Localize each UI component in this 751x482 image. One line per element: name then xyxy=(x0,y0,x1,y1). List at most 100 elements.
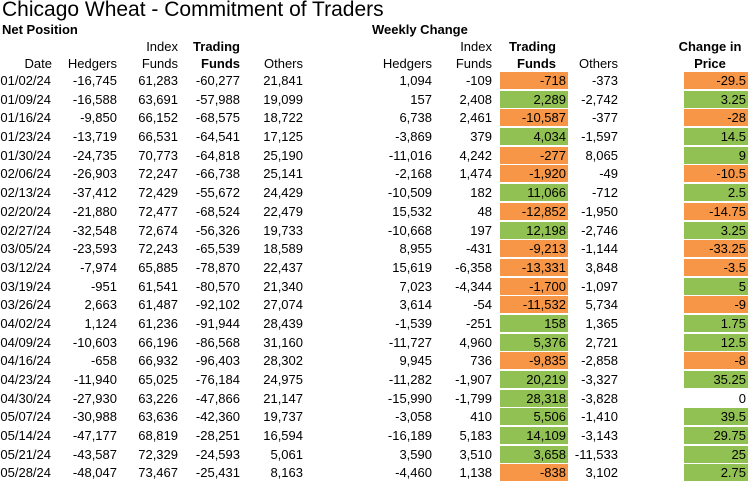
cell-weekly-others: 1,365 xyxy=(585,315,618,331)
cell-price-change: 0 xyxy=(738,390,746,406)
header-net-others: Others xyxy=(263,56,303,71)
cell-net-hedgers: -11,940 xyxy=(73,372,117,387)
cell-price-change: -28 xyxy=(684,109,748,127)
cell-net-others: 16,594 xyxy=(263,428,303,444)
table-row: 04/30/24 -27,930 63,226 -47,866 21,147 -15,99… xyxy=(0,389,751,408)
cell-weekly-index-funds: -54 xyxy=(473,297,492,313)
cell-weekly-others: -2,746 xyxy=(581,222,618,238)
cell-net-others: 31,160 xyxy=(263,334,303,350)
cell-weekly-trading-funds: 5,506 xyxy=(500,408,568,426)
cell-net-trading-funds: -55,672 xyxy=(195,185,240,201)
cell-net-trading-funds: -28,251 xyxy=(195,428,240,444)
cell-weekly-index-funds: 2,461 xyxy=(459,110,492,126)
cell-net-trading-funds: -64,818 xyxy=(195,147,240,163)
cell-weekly-index-funds: 379 xyxy=(470,129,492,145)
cell-net-index-funds: 72,477 xyxy=(138,203,178,219)
cell-net-hedgers: -30,988 xyxy=(72,409,117,425)
cell-weekly-index-funds: 4,960 xyxy=(459,334,492,350)
table-row: 04/02/24 1,124 61,236 -91,944 28,439 -1,539 -2… xyxy=(0,314,751,333)
cell-net-index-funds: 72,329 xyxy=(138,446,178,462)
cell-price-change: 29.75 xyxy=(684,427,748,445)
cell-weekly-index-funds: -1,799 xyxy=(455,390,492,406)
cell-weekly-others: -373 xyxy=(591,73,618,88)
cell-weekly-hedgers: 9,945 xyxy=(399,353,432,369)
cell-weekly-trading-funds: -277 xyxy=(500,146,568,164)
cell-date: 04/02/24 xyxy=(0,315,51,331)
cell-net-others: 21,841 xyxy=(263,73,303,88)
cell-weekly-hedgers: -10,668 xyxy=(387,222,432,238)
cell-price-change: -14.75 xyxy=(684,202,748,220)
cell-date: 03/05/24 xyxy=(0,241,51,257)
cell-net-others: 28,302 xyxy=(263,353,303,369)
cell-net-others: 22,437 xyxy=(263,259,303,275)
cell-weekly-index-funds: 2,408 xyxy=(459,91,492,107)
cell-net-index-funds: 72,429 xyxy=(138,185,178,201)
cell-weekly-others: -3,143 xyxy=(581,428,618,444)
cell-net-trading-funds: -80,570 xyxy=(195,278,240,294)
cell-net-index-funds: 66,531 xyxy=(138,129,178,145)
cell-weekly-hedgers: -3,058 xyxy=(395,409,432,425)
cell-price-change: -33.25 xyxy=(684,240,748,258)
cell-net-index-funds: 72,247 xyxy=(138,166,178,182)
cell-weekly-trading-funds: 28,318 xyxy=(500,389,568,407)
cell-price-change: 12.5 xyxy=(684,333,748,351)
table-row: 05/21/24 -43,587 72,329 -24,593 5,061 3,590 3,… xyxy=(0,445,751,464)
cell-net-trading-funds: -78,870 xyxy=(195,259,240,275)
cell-net-others: 27,074 xyxy=(263,297,303,313)
table-row: 04/16/24 -658 66,932 -96,403 28,302 9,945 736-… xyxy=(0,351,751,370)
cell-weekly-others: 3,102 xyxy=(585,465,618,481)
cell-net-trading-funds: -42,360 xyxy=(195,409,240,425)
header-weekly-trading-line1: Trading xyxy=(509,39,556,54)
table-row: 03/12/24 -7,974 65,885 -78,870 22,437 15,619 -… xyxy=(0,258,751,277)
cell-date: 02/13/24 xyxy=(0,185,51,201)
cell-net-hedgers: 1,124 xyxy=(84,315,117,331)
cell-weekly-index-funds: 48 xyxy=(477,203,492,219)
cell-weekly-trading-funds: -10,587 xyxy=(500,109,568,127)
cell-weekly-trading-funds: 2,289 xyxy=(500,90,568,108)
cell-net-trading-funds: -24,593 xyxy=(195,446,240,462)
cell-weekly-index-funds: -431 xyxy=(465,241,492,257)
cell-price-change: 14.5 xyxy=(684,128,748,146)
cell-net-others: 17,125 xyxy=(263,129,303,145)
cell-net-others: 5,061 xyxy=(270,446,303,462)
cell-net-index-funds: 63,691 xyxy=(138,91,178,107)
cell-price-change: -29.5 xyxy=(684,72,748,89)
cell-date: 05/14/24 xyxy=(0,428,51,444)
cell-net-others: 24,429 xyxy=(263,185,303,201)
cell-weekly-trading-funds: -12,852 xyxy=(500,202,568,220)
cell-weekly-hedgers: 15,619 xyxy=(392,259,432,275)
cell-net-index-funds: 63,226 xyxy=(138,390,178,406)
cell-weekly-index-funds: -251 xyxy=(465,315,492,331)
table-row: 02/27/24 -32,548 72,674 -56,326 19,733 -10,66… xyxy=(0,221,751,240)
cell-weekly-hedgers: -3,869 xyxy=(395,129,432,145)
cell-date: 02/06/24 xyxy=(0,166,51,182)
cell-net-hedgers: -10,603 xyxy=(72,334,117,350)
cell-weekly-index-funds: 197 xyxy=(470,222,492,238)
cell-net-index-funds: 65,885 xyxy=(138,259,178,275)
table-row: 04/23/24 -11,940 65,025 -76,184 24,975 -11,28… xyxy=(0,370,751,389)
cell-net-others: 8,163 xyxy=(270,465,303,481)
table-row: 05/14/24 -47,177 68,819 -28,251 16,594 -16,18… xyxy=(0,426,751,445)
cell-price-change: 25 xyxy=(684,445,748,463)
cell-weekly-others: 5,734 xyxy=(585,297,618,313)
cell-price-change: 2.75 xyxy=(684,464,748,482)
cell-net-index-funds: 66,152 xyxy=(138,110,178,126)
cell-net-others: 28,439 xyxy=(263,315,303,331)
table-row: 05/07/24 -30,988 63,636 -42,360 19,737 -3,058… xyxy=(0,407,751,426)
cell-weekly-others: 2,721 xyxy=(585,334,618,350)
cell-net-others: 22,479 xyxy=(263,203,303,219)
cell-date: 04/09/24 xyxy=(0,334,51,350)
cell-net-hedgers: -27,930 xyxy=(72,390,117,406)
cell-weekly-hedgers: -10,509 xyxy=(387,185,432,201)
net-position-section-label: Net Position xyxy=(2,22,78,37)
header-weekly-others: Others xyxy=(578,56,618,71)
table-row: 01/16/24 -9,850 66,152 -68,575 18,722 6,738 2,… xyxy=(0,108,751,127)
cell-date: 05/28/24 xyxy=(0,465,51,481)
table-row: 03/19/24 -951 61,541 -80,570 21,340 7,023 -4,3… xyxy=(0,277,751,296)
cell-net-index-funds: 63,636 xyxy=(138,409,178,425)
cell-weekly-trading-funds: -9,213 xyxy=(500,240,568,258)
cell-weekly-index-funds: 4,242 xyxy=(459,147,492,163)
cell-date: 03/26/24 xyxy=(0,297,51,313)
cell-date: 04/23/24 xyxy=(0,372,51,387)
header-weekly-trading-line2: Funds xyxy=(517,56,556,71)
